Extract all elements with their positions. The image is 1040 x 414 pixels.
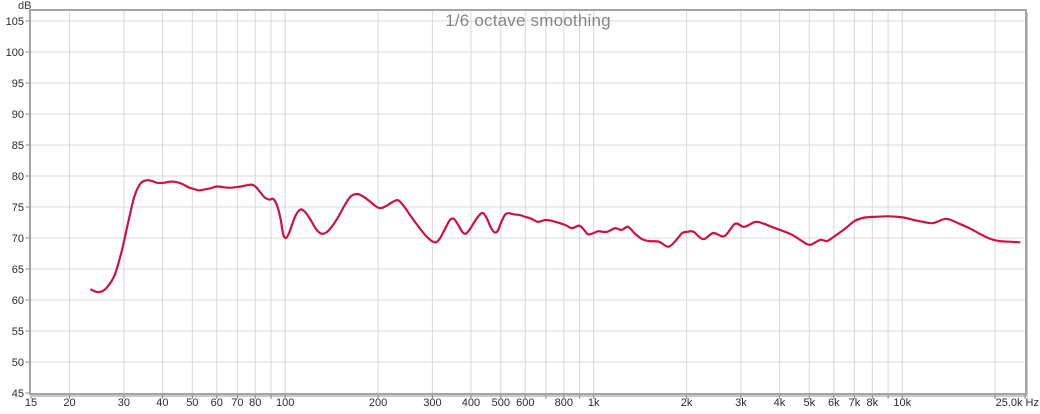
y-tick-label: 75	[12, 202, 24, 214]
x-tick-label: 5k	[804, 397, 816, 409]
y-tick-label: 105	[6, 16, 24, 28]
y-tick-label: 55	[12, 326, 24, 338]
x-tick-label: 80	[249, 397, 261, 409]
x-tick-label: 7k	[849, 397, 861, 409]
x-tick-label: 600	[516, 397, 534, 409]
y-tick-label: 100	[6, 47, 24, 59]
y-tick-label: 95	[12, 78, 24, 90]
x-tick-label: 400	[462, 397, 480, 409]
plot-frame	[29, 9, 1027, 395]
x-tick-label: 10k	[893, 397, 911, 409]
y-tick-label: 80	[12, 171, 24, 183]
x-tick-label: 20	[63, 397, 75, 409]
y-tick-label: 85	[12, 140, 24, 152]
x-tick-label: 70	[231, 397, 243, 409]
y-tick-label: 45	[12, 388, 24, 400]
y-tick-label: 50	[12, 357, 24, 369]
x-tick-label: 30	[118, 397, 130, 409]
x-tick-label: 15	[25, 397, 37, 409]
x-tick-label: 200	[369, 397, 387, 409]
x-tick-label: 25.0k Hz	[996, 397, 1039, 409]
x-tick-label: 300	[423, 397, 441, 409]
response-trace	[90, 179, 1021, 294]
x-tick-label: 6k	[828, 397, 840, 409]
x-tick-label: 50	[186, 397, 198, 409]
x-tick-label: 40	[156, 397, 168, 409]
x-tick-label: 800	[555, 397, 573, 409]
x-tick-label: 100	[276, 397, 294, 409]
x-tick-label: 60	[211, 397, 223, 409]
x-tick-label: 4k	[774, 397, 786, 409]
x-tick-label: 8k	[867, 397, 879, 409]
x-tick-label: 2k	[681, 397, 693, 409]
y-tick-label: 90	[12, 109, 24, 121]
y-tick-label: 60	[12, 295, 24, 307]
x-tick-label: 500	[492, 397, 510, 409]
y-tick-label: 70	[12, 233, 24, 245]
x-tick-label: 1k	[588, 397, 600, 409]
x-tick-label: 3k	[735, 397, 747, 409]
y-tick-label: 65	[12, 264, 24, 276]
